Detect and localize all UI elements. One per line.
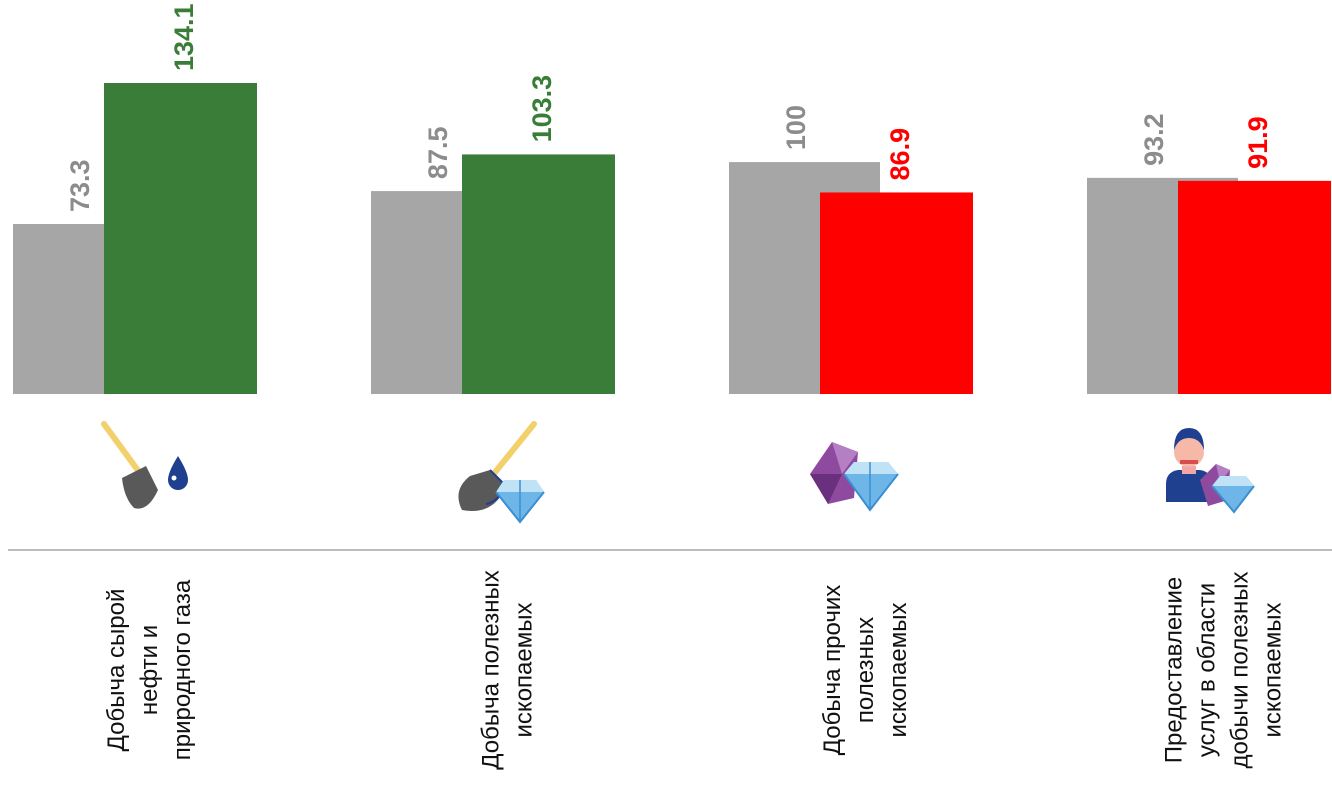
category-label-3: Добыча прочих полезных ископаемых [819,585,912,755]
minerals-diamond-icon [810,442,899,512]
bars-layer [13,83,1331,394]
category-label-line: Добыча сырой [103,589,130,752]
category-label-line: ископаемых [511,603,538,738]
shovel-oil-drop-icon [101,421,188,509]
value-label-series1-1: 73.3 [65,159,95,212]
bar-series2-3 [820,192,973,394]
value-label-series2-3: 86.9 [885,128,915,181]
category-label-line: природного газа [169,579,196,760]
category-label-4: Предоставление услуг в области добычи поле… [1161,571,1287,768]
bar-series1-2 [371,191,462,394]
value-label-series2-4: 91.9 [1243,116,1273,169]
value-label-series1-2: 87.5 [423,127,453,180]
value-labels-layer: 73.3 134.1 87.5 103.3 100 86.9 93.2 91.9 [65,3,1273,212]
category-label-line: Предоставление [1161,577,1188,763]
worker-minerals-icon [1166,428,1255,514]
value-label-series2-2: 103.3 [527,75,557,143]
value-label-series1-4: 93.2 [1139,113,1169,166]
category-label-line: ископаемых [1260,603,1287,738]
bar-series1-1 [13,224,104,394]
category-labels-layer: Добыча сырой нефти и природного газа Добыча… [103,570,1287,770]
category-label-line: ископаемых [885,603,912,738]
category-label-line: нефти и [136,625,163,715]
category-label-1: Добыча сырой нефти и природного газа [103,579,196,760]
value-label-series2-1: 134.1 [169,3,199,71]
category-label-line: услуг в области [1194,583,1221,757]
category-label-line: Добыча прочих [819,585,846,755]
category-label-line: Добыча полезных [478,570,505,770]
bar-series2-2 [462,154,615,394]
category-label-line: добычи полезных [1227,571,1254,768]
category-label-line: полезных [852,617,879,723]
value-label-series1-3: 100 [781,105,811,150]
shovel-diamond-icon [458,421,545,524]
bar-series2-1 [104,83,257,394]
category-label-2: Добыча полезных ископаемых [478,570,538,770]
bar-series2-4 [1178,180,1331,394]
